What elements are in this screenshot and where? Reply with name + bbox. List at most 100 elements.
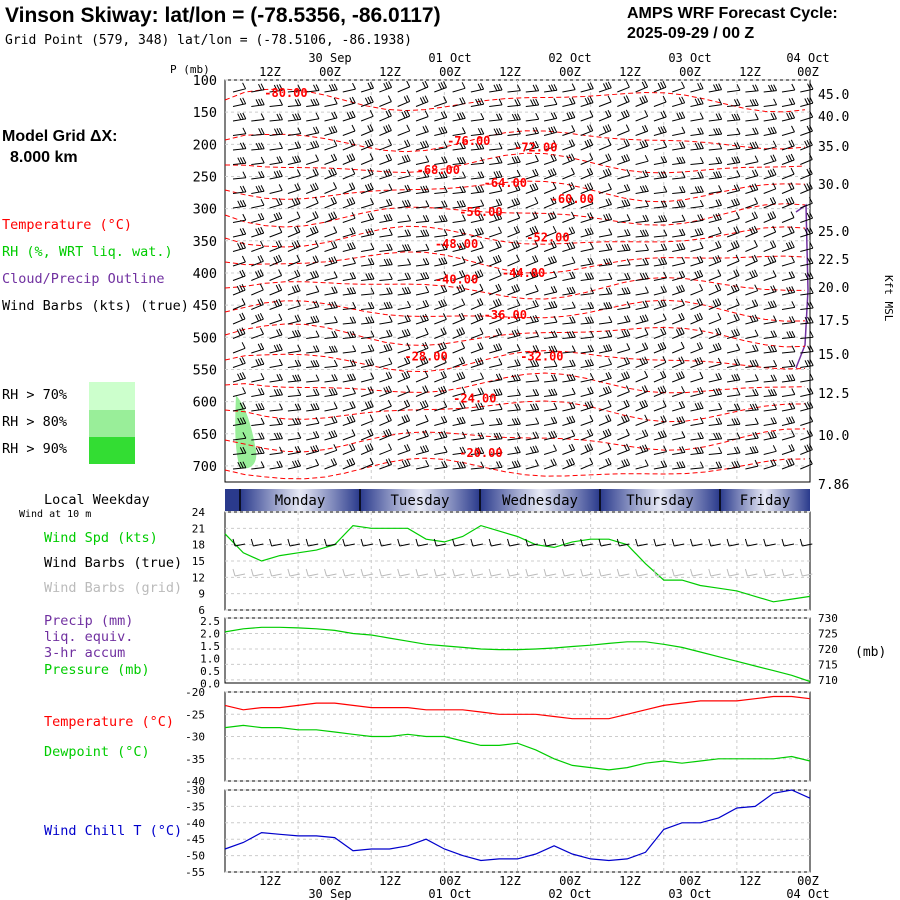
wind-barb bbox=[708, 283, 722, 296]
wind-barb bbox=[690, 371, 704, 383]
surface-wind-barb-grid bbox=[708, 568, 721, 577]
wind-barb bbox=[781, 301, 796, 310]
wind-barb bbox=[251, 461, 265, 470]
wind-barb bbox=[672, 214, 686, 223]
height-tick-label: 20.0 bbox=[818, 281, 849, 296]
wind-barb bbox=[745, 84, 759, 93]
wind-barb bbox=[635, 229, 649, 238]
wind-barb bbox=[379, 458, 393, 470]
wind-barb bbox=[232, 312, 246, 325]
wind-barb bbox=[489, 283, 502, 296]
wind-barb bbox=[745, 284, 759, 296]
wind-barb bbox=[580, 110, 594, 122]
wind-barb bbox=[434, 214, 448, 223]
wind-barb bbox=[360, 457, 374, 470]
wind-barb bbox=[781, 211, 795, 223]
surface-wind-barb bbox=[269, 538, 282, 547]
wind-barb bbox=[690, 199, 704, 209]
wind-barb bbox=[617, 80, 630, 93]
wind-barb bbox=[543, 140, 558, 151]
wind-barb bbox=[562, 415, 576, 426]
wind-barb bbox=[525, 431, 540, 441]
wind-barb bbox=[397, 314, 411, 325]
rh-area bbox=[235, 395, 257, 469]
wind-barb bbox=[360, 81, 374, 93]
wind-barb bbox=[635, 124, 649, 136]
wind-barb bbox=[306, 196, 319, 209]
wind-barb bbox=[544, 98, 558, 107]
wind-barb bbox=[635, 314, 649, 325]
wind-barb bbox=[598, 168, 612, 180]
top-time-tick: 00Z bbox=[439, 65, 461, 79]
top-date-label: 02 Oct bbox=[548, 51, 591, 65]
wind-barb bbox=[489, 461, 503, 470]
forecast-cycle-label: AMPS WRF Forecast Cycle: bbox=[627, 5, 838, 22]
wind-barb bbox=[672, 171, 686, 180]
wind-barb bbox=[269, 403, 283, 412]
wind-barb bbox=[745, 359, 759, 368]
wind-barb bbox=[598, 124, 612, 136]
wind-barb bbox=[708, 402, 723, 412]
wind-barb bbox=[251, 255, 264, 267]
wind-barb bbox=[745, 403, 759, 412]
wind-barb bbox=[507, 446, 521, 455]
temperature-contour bbox=[224, 400, 806, 423]
wind-barb bbox=[672, 371, 685, 383]
temperature-contour-label: -52.00 bbox=[526, 231, 569, 245]
wind-barb bbox=[379, 124, 392, 136]
wind-barb bbox=[690, 283, 704, 296]
wind-barb bbox=[635, 258, 649, 267]
wind-barb bbox=[306, 444, 320, 455]
wind-barb bbox=[580, 457, 594, 470]
wind-barb bbox=[708, 387, 723, 397]
wind-barb bbox=[434, 285, 448, 296]
wind-barb bbox=[727, 113, 741, 122]
wind-barb bbox=[434, 257, 448, 267]
wind-barb bbox=[324, 388, 338, 397]
pressure-tick-label: 550 bbox=[193, 362, 217, 378]
wind-barb bbox=[232, 82, 247, 93]
wind-barb bbox=[562, 226, 576, 238]
bottom-time-tick: 12Z bbox=[619, 874, 641, 888]
wind-barb bbox=[708, 269, 722, 281]
wind-barb bbox=[598, 371, 612, 383]
wind-barb bbox=[324, 402, 338, 412]
wind-barb bbox=[598, 81, 612, 93]
wind-barb bbox=[232, 402, 247, 412]
wind-barb bbox=[562, 429, 576, 441]
wind-barb bbox=[507, 388, 521, 397]
wind-barb bbox=[342, 227, 356, 238]
wind-barb bbox=[781, 458, 795, 470]
wind-barb bbox=[617, 357, 631, 368]
wind-barb bbox=[543, 154, 557, 165]
wind-barb bbox=[287, 169, 301, 180]
wind-barb bbox=[232, 171, 247, 180]
wind-barb bbox=[745, 344, 759, 354]
wind-barb bbox=[617, 272, 631, 281]
wind-barb bbox=[507, 269, 520, 281]
temperature-contour bbox=[224, 225, 806, 248]
wind-barb bbox=[708, 342, 722, 354]
wind-barb bbox=[379, 168, 393, 180]
weekday-segment bbox=[600, 489, 720, 511]
wind-barb bbox=[379, 315, 393, 325]
wind-barb bbox=[415, 243, 430, 252]
wind-barb bbox=[507, 183, 521, 194]
bottom-date-label: 04 Oct bbox=[786, 887, 829, 900]
wind-barb bbox=[653, 140, 668, 151]
wind-barb bbox=[306, 300, 320, 310]
wind-barb bbox=[361, 316, 375, 325]
wind-barb bbox=[251, 185, 265, 194]
wind-barb bbox=[251, 417, 265, 426]
wind-barb bbox=[342, 257, 356, 267]
wind-barb bbox=[708, 199, 722, 209]
wind-barb bbox=[617, 315, 631, 325]
temperature-contour-label: -32.00 bbox=[520, 350, 563, 364]
wind-barb bbox=[415, 370, 429, 383]
wind-barb bbox=[434, 200, 448, 209]
wind-barb bbox=[763, 126, 777, 136]
wind-barb bbox=[470, 213, 485, 223]
temperature-contour-label: -24.00 bbox=[453, 391, 496, 405]
wind-barb bbox=[672, 111, 686, 122]
wind-barb bbox=[617, 139, 630, 151]
